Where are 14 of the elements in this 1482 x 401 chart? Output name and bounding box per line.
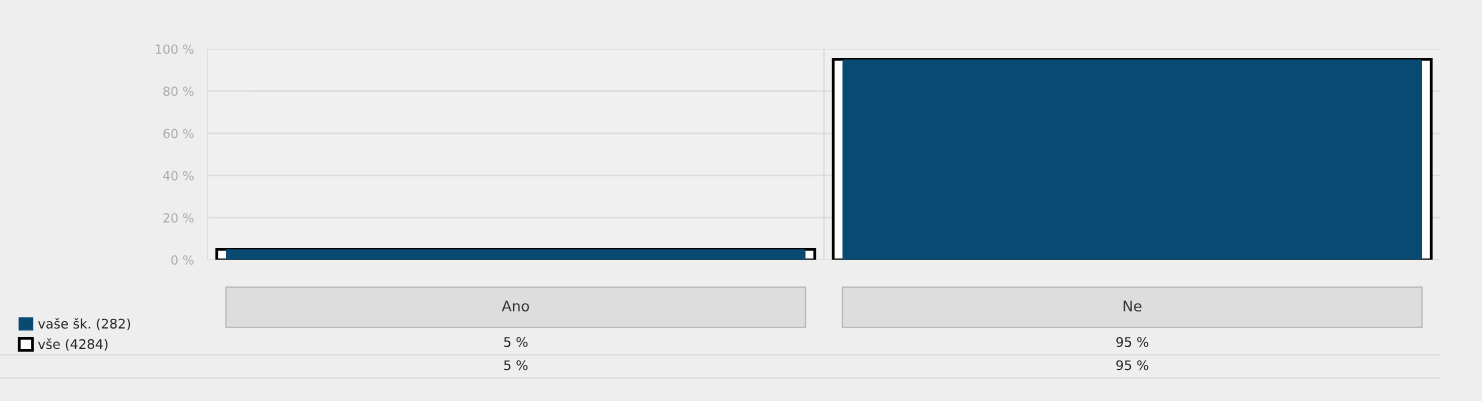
x-tick-label: Ne (1123, 300, 1142, 312)
legend-label: vše (4284) (38, 338, 108, 351)
x-tick-label: Ano (501, 300, 530, 312)
data-label: 5 % (504, 360, 528, 371)
data-label: 95 % (1116, 337, 1149, 347)
y-tick-label: 40 % (163, 170, 194, 181)
data-label: 95 % (1116, 360, 1149, 371)
y-tick-label: 0 % (171, 255, 194, 265)
data-label: 5 % (504, 337, 528, 347)
y-tick-label: 80 % (163, 86, 194, 97)
legend-label: vaše šk. (282) (38, 317, 131, 331)
y-tick-label: 100 % (155, 44, 194, 54)
y-tick-label: 20 % (163, 213, 194, 223)
y-tick-label: 60 % (163, 128, 194, 139)
